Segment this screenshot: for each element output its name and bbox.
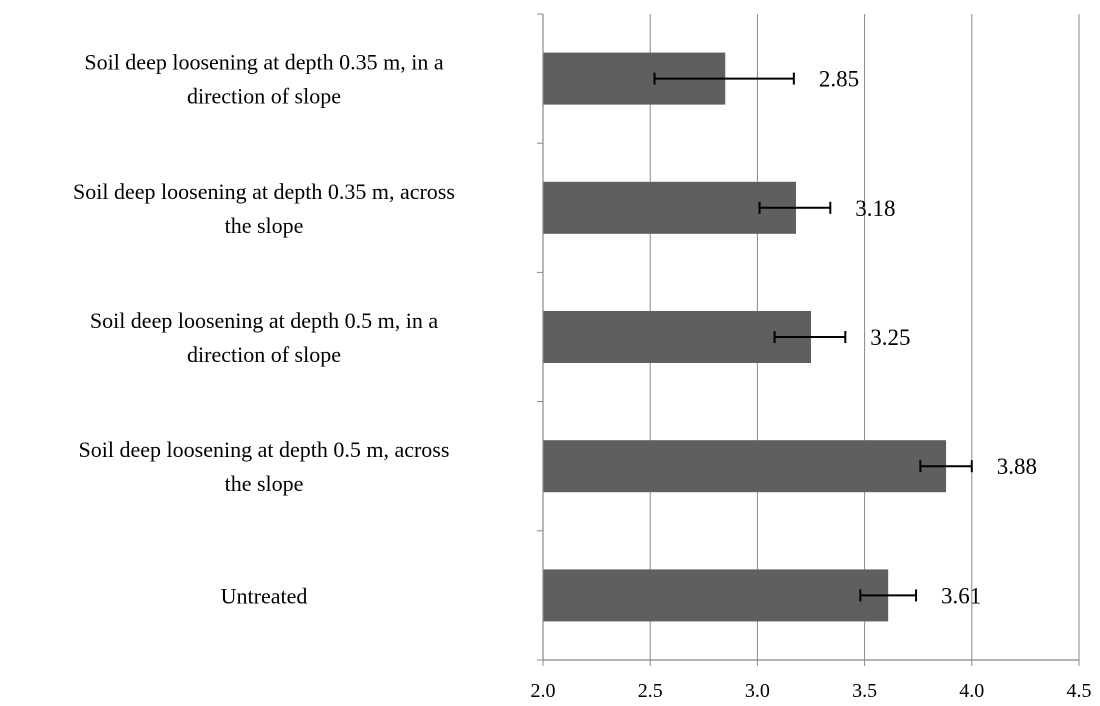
bars [543,52,973,622]
y-tick-label: Soil deep loosening at depth 0.35 m, acr… [73,179,455,238]
y-tick-label: Untreated [221,583,308,608]
x-tick-label: 3.0 [745,680,770,702]
data-label: 2.85 [819,67,859,92]
error-bar [859,589,918,602]
x-tick-label: 2.5 [638,680,663,702]
axes [537,13,1080,666]
data-label: 3.25 [870,325,910,350]
bar [543,181,796,234]
data-label: 3.18 [855,196,895,221]
x-tick-label: 3.5 [852,680,877,702]
y-tick-label: Soil deep loosening at depth 0.35 m, in … [84,50,444,109]
error-bar [653,72,795,85]
x-tick-label: 4.5 [1067,680,1092,702]
labels: 2.0 2.5 3.0 3.5 4.0 4.5 2.85 Soil deep loosenin… [73,50,1091,702]
x-tick-label: 4.0 [959,680,984,702]
y-tick-label: Soil deep loosening at depth 0.5 m, acro… [79,437,450,496]
x-tick-label: 2.0 [531,680,556,702]
error-bar [919,460,973,473]
bar [543,440,947,493]
data-label: 3.61 [941,583,981,608]
gridlines [649,14,1080,660]
error-bar [773,331,847,343]
y-tick-label: Soil deep loosening at depth 0.5 m, in a… [90,308,439,367]
bar [543,311,811,363]
error-bar [758,201,832,214]
data-label: 3.88 [997,454,1037,479]
bar [543,569,889,622]
